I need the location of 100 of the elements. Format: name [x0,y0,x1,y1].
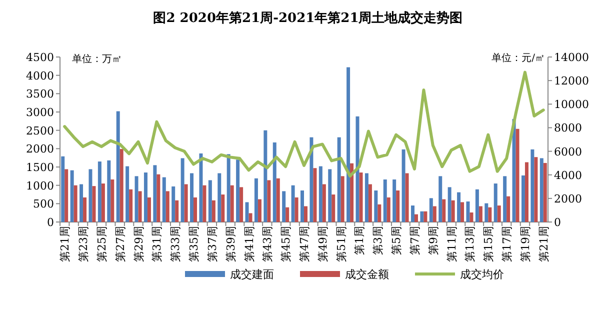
bar [162,177,166,222]
x-tick-label: 第43周 [261,226,274,262]
bar [226,154,230,222]
chart-title: 图2 2020年第21周-2021年第21周土地成交走势图 [153,10,463,26]
bar [107,160,111,222]
bar [80,184,84,222]
bar [543,162,547,222]
bar [202,185,206,222]
bar [540,158,544,222]
bar [346,67,350,222]
bar [134,176,138,222]
bar [180,158,184,222]
bar [383,179,387,222]
bar [248,213,252,222]
y2-tick-label: 8000 [554,122,582,135]
y2-tick-label: 2000 [554,192,582,206]
x-tick-label: 第31周 [150,226,164,262]
bar [442,199,446,222]
bar [166,191,170,222]
x-tick-label: 第49周 [316,226,330,262]
bar [432,206,436,222]
bar [116,111,120,222]
x-tick-label: 第21周 [537,226,550,262]
bar [410,206,414,222]
x-tick-label: 第3周 [372,226,385,255]
bar [374,190,378,222]
bar [230,185,234,222]
bar [414,214,418,222]
bar [254,178,258,222]
bar [313,168,317,222]
bar [466,201,470,222]
bar [221,194,225,222]
bar [258,199,262,222]
bar [521,175,525,222]
x-tick-label: 第41周 [242,226,256,262]
bar [359,172,363,222]
x-tick-label: 第35周 [188,226,201,262]
y-tick-label: 500 [33,198,54,211]
bar [304,206,308,222]
x-tick-label: 第33周 [169,226,182,262]
y-tick-label: 2500 [26,124,54,138]
bar [516,128,520,222]
bar [402,149,406,222]
x-tick-label: 第1周 [353,226,366,255]
bar [396,190,400,222]
bar [475,189,479,222]
bar [310,137,314,222]
bar [138,191,142,222]
bar [272,142,276,222]
x-tick-label: 第7周 [408,226,422,255]
y2-tick-label: 0 [554,216,561,229]
bar [378,204,382,222]
bar [240,187,244,222]
bar [83,197,87,222]
bar [340,176,344,222]
x-tick-label: 第9周 [426,226,440,255]
legend-label: 成交均价 [460,268,504,281]
bar [318,166,322,222]
x-tick-label: 第47周 [298,226,311,262]
bar [144,172,148,222]
bar [484,203,488,222]
x-tick-label: 第25周 [95,226,108,262]
y-tick-label: 4000 [26,69,54,82]
y2-tick-label: 6000 [554,145,582,158]
bar [364,173,368,222]
x-tick-label: 第27周 [114,226,127,262]
bar [424,211,428,222]
bar [175,200,179,222]
bar [208,180,212,222]
y2-tick-label: 14000 [554,51,589,64]
bar [488,207,492,222]
x-tick-label: 第39周 [224,226,238,262]
x-tick-label: 第29周 [132,226,146,262]
bar [448,187,452,222]
y-tick-label: 1500 [26,161,54,174]
y2-tick-label: 4000 [554,168,582,182]
bar [494,184,498,222]
y-tick-label: 4500 [26,51,54,64]
bar [120,149,124,222]
x-tick-label: 第5周 [390,226,404,255]
y-tick-label: 1000 [26,179,54,192]
y-tick-label: 0 [47,216,54,229]
bar [276,178,280,222]
bar [470,212,474,222]
bar [300,190,304,222]
bar [356,116,360,222]
bar [129,189,133,222]
x-tick-label: 第21周 [58,226,72,262]
bar [156,174,160,222]
bar [332,194,336,222]
bar [457,192,461,222]
x-tick-label: 第37周 [206,226,219,262]
bar [506,196,510,222]
bar [512,118,516,222]
bar [405,173,409,222]
y2-tick-label: 12000 [554,74,589,88]
bar [101,184,105,222]
bar [199,153,203,222]
bar [61,156,65,222]
bar [534,157,538,222]
